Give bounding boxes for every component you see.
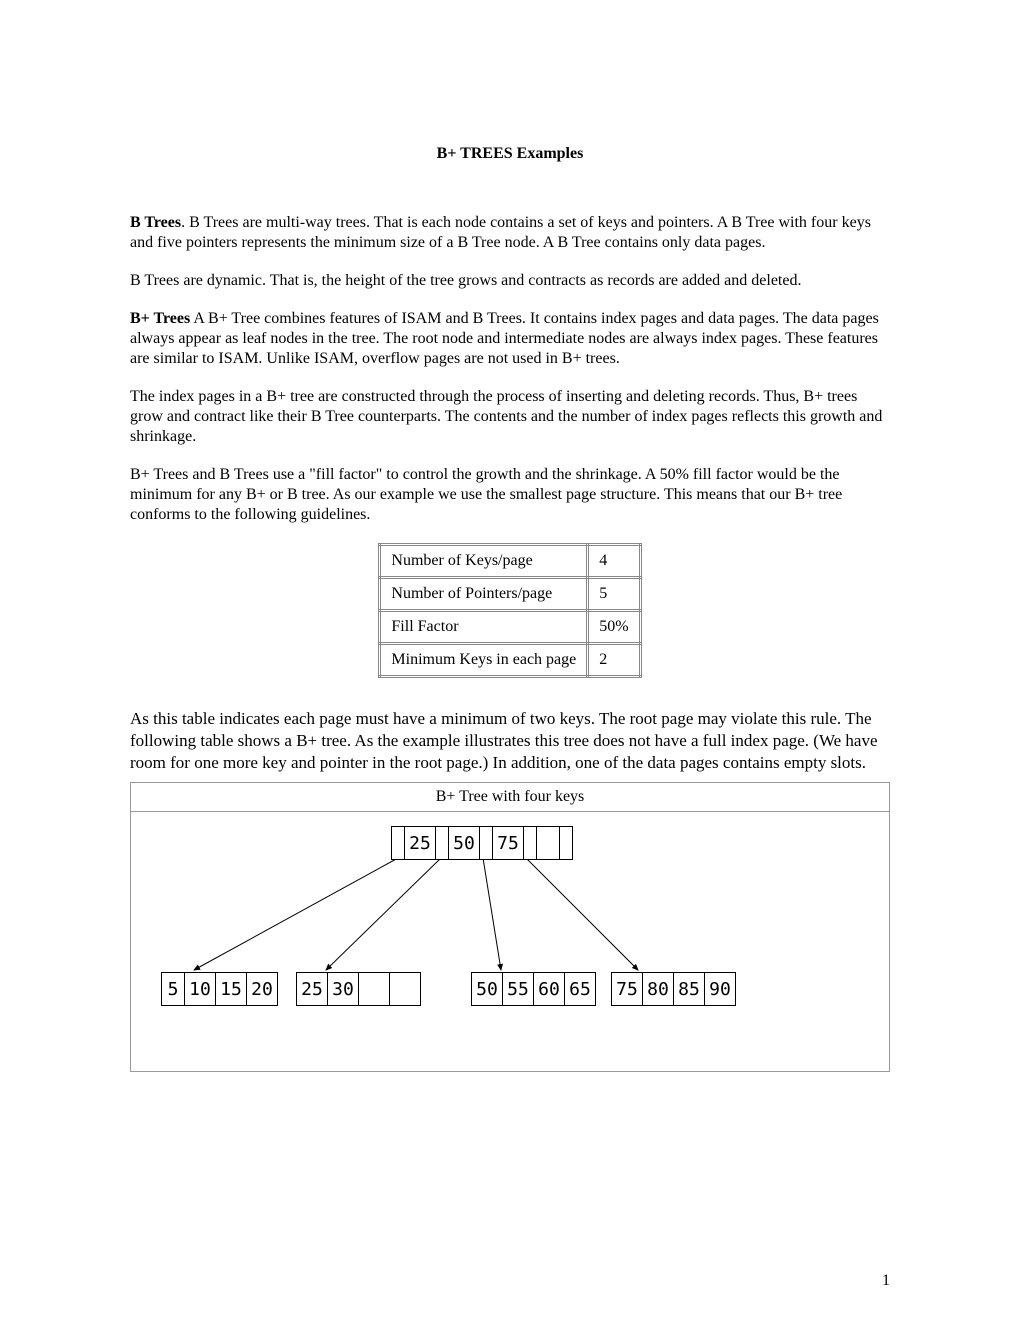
table-cell: 2: [588, 644, 640, 677]
paragraph-index-pages: The index pages in a B+ tree are constru…: [130, 387, 890, 447]
key-cell: [358, 972, 390, 1006]
pointer-cell: [435, 826, 449, 860]
table-row: Number of Keys/page 4: [380, 545, 640, 578]
leaf-node: 25 30: [296, 972, 421, 1006]
page-number: 1: [882, 1272, 890, 1290]
key-cell: 25: [296, 972, 328, 1006]
pointer-cell: [559, 826, 573, 860]
arrow-line: [483, 858, 501, 970]
key-cell: 65: [564, 972, 596, 1006]
key-cell: 50: [448, 826, 480, 860]
bplus-trees-label: B+ Trees: [130, 310, 190, 327]
table-cell: 50%: [588, 611, 640, 644]
key-cell: [536, 826, 560, 860]
table-cell: 5: [588, 578, 640, 611]
root-node: 25 50 75: [391, 826, 573, 860]
key-cell: 55: [502, 972, 534, 1006]
table-cell: 4: [588, 545, 640, 578]
pointer-cell: [391, 826, 405, 860]
diagram-body: 25 50 75 5 10 15 20 25 30: [131, 812, 889, 1071]
key-cell: 15: [215, 972, 247, 1006]
table-row: Number of Pointers/page 5: [380, 578, 640, 611]
paragraph-fill-factor: B+ Trees and B Trees use a "fill factor"…: [130, 465, 890, 525]
leaf-node: 5 10 15 20: [161, 972, 278, 1006]
table-cell: Minimum Keys in each page: [380, 644, 588, 677]
key-cell: 10: [184, 972, 216, 1006]
paragraph-b-trees: B Trees. B Trees are multi-way trees. Th…: [130, 213, 890, 253]
p3-text: A B+ Tree combines features of ISAM and …: [130, 310, 879, 367]
arrow-line: [326, 858, 441, 970]
table-cell: Number of Keys/page: [380, 545, 588, 578]
table-row: Minimum Keys in each page 2: [380, 644, 640, 677]
paragraph-dynamic: B Trees are dynamic. That is, the height…: [130, 271, 890, 291]
key-cell: 20: [246, 972, 278, 1006]
key-cell: 75: [611, 972, 643, 1006]
key-cell: 90: [704, 972, 736, 1006]
key-cell: 50: [471, 972, 503, 1006]
table-row: Fill Factor 50%: [380, 611, 640, 644]
leaf-node: 50 55 60 65: [471, 972, 596, 1006]
b-trees-label: B Trees: [130, 214, 181, 231]
key-cell: 25: [404, 826, 436, 860]
parameters-table: Number of Keys/page 4 Number of Pointers…: [378, 543, 641, 678]
table-cell: Fill Factor: [380, 611, 588, 644]
tree-diagram: B+ Tree with four keys 25 50 75: [130, 782, 890, 1072]
paragraph-after-table: As this table indicates each page must h…: [130, 708, 890, 774]
key-cell: 60: [533, 972, 565, 1006]
key-cell: [389, 972, 421, 1006]
p1-text: . B Trees are multi-way trees. That is e…: [130, 214, 871, 251]
key-cell: 85: [673, 972, 705, 1006]
key-cell: 80: [642, 972, 674, 1006]
arrow-line: [194, 858, 398, 970]
table-cell: Number of Pointers/page: [380, 578, 588, 611]
pointer-cell: [523, 826, 537, 860]
paragraph-bplus: B+ Trees A B+ Tree combines features of …: [130, 309, 890, 369]
pointer-cell: [479, 826, 493, 860]
page-title: B+ TREES Examples: [130, 145, 890, 163]
key-cell: 30: [327, 972, 359, 1006]
leaf-node: 75 80 85 90: [611, 972, 736, 1006]
arrow-line: [526, 858, 638, 970]
key-cell: 5: [161, 972, 185, 1006]
diagram-title: B+ Tree with four keys: [131, 783, 889, 812]
key-cell: 75: [492, 826, 524, 860]
